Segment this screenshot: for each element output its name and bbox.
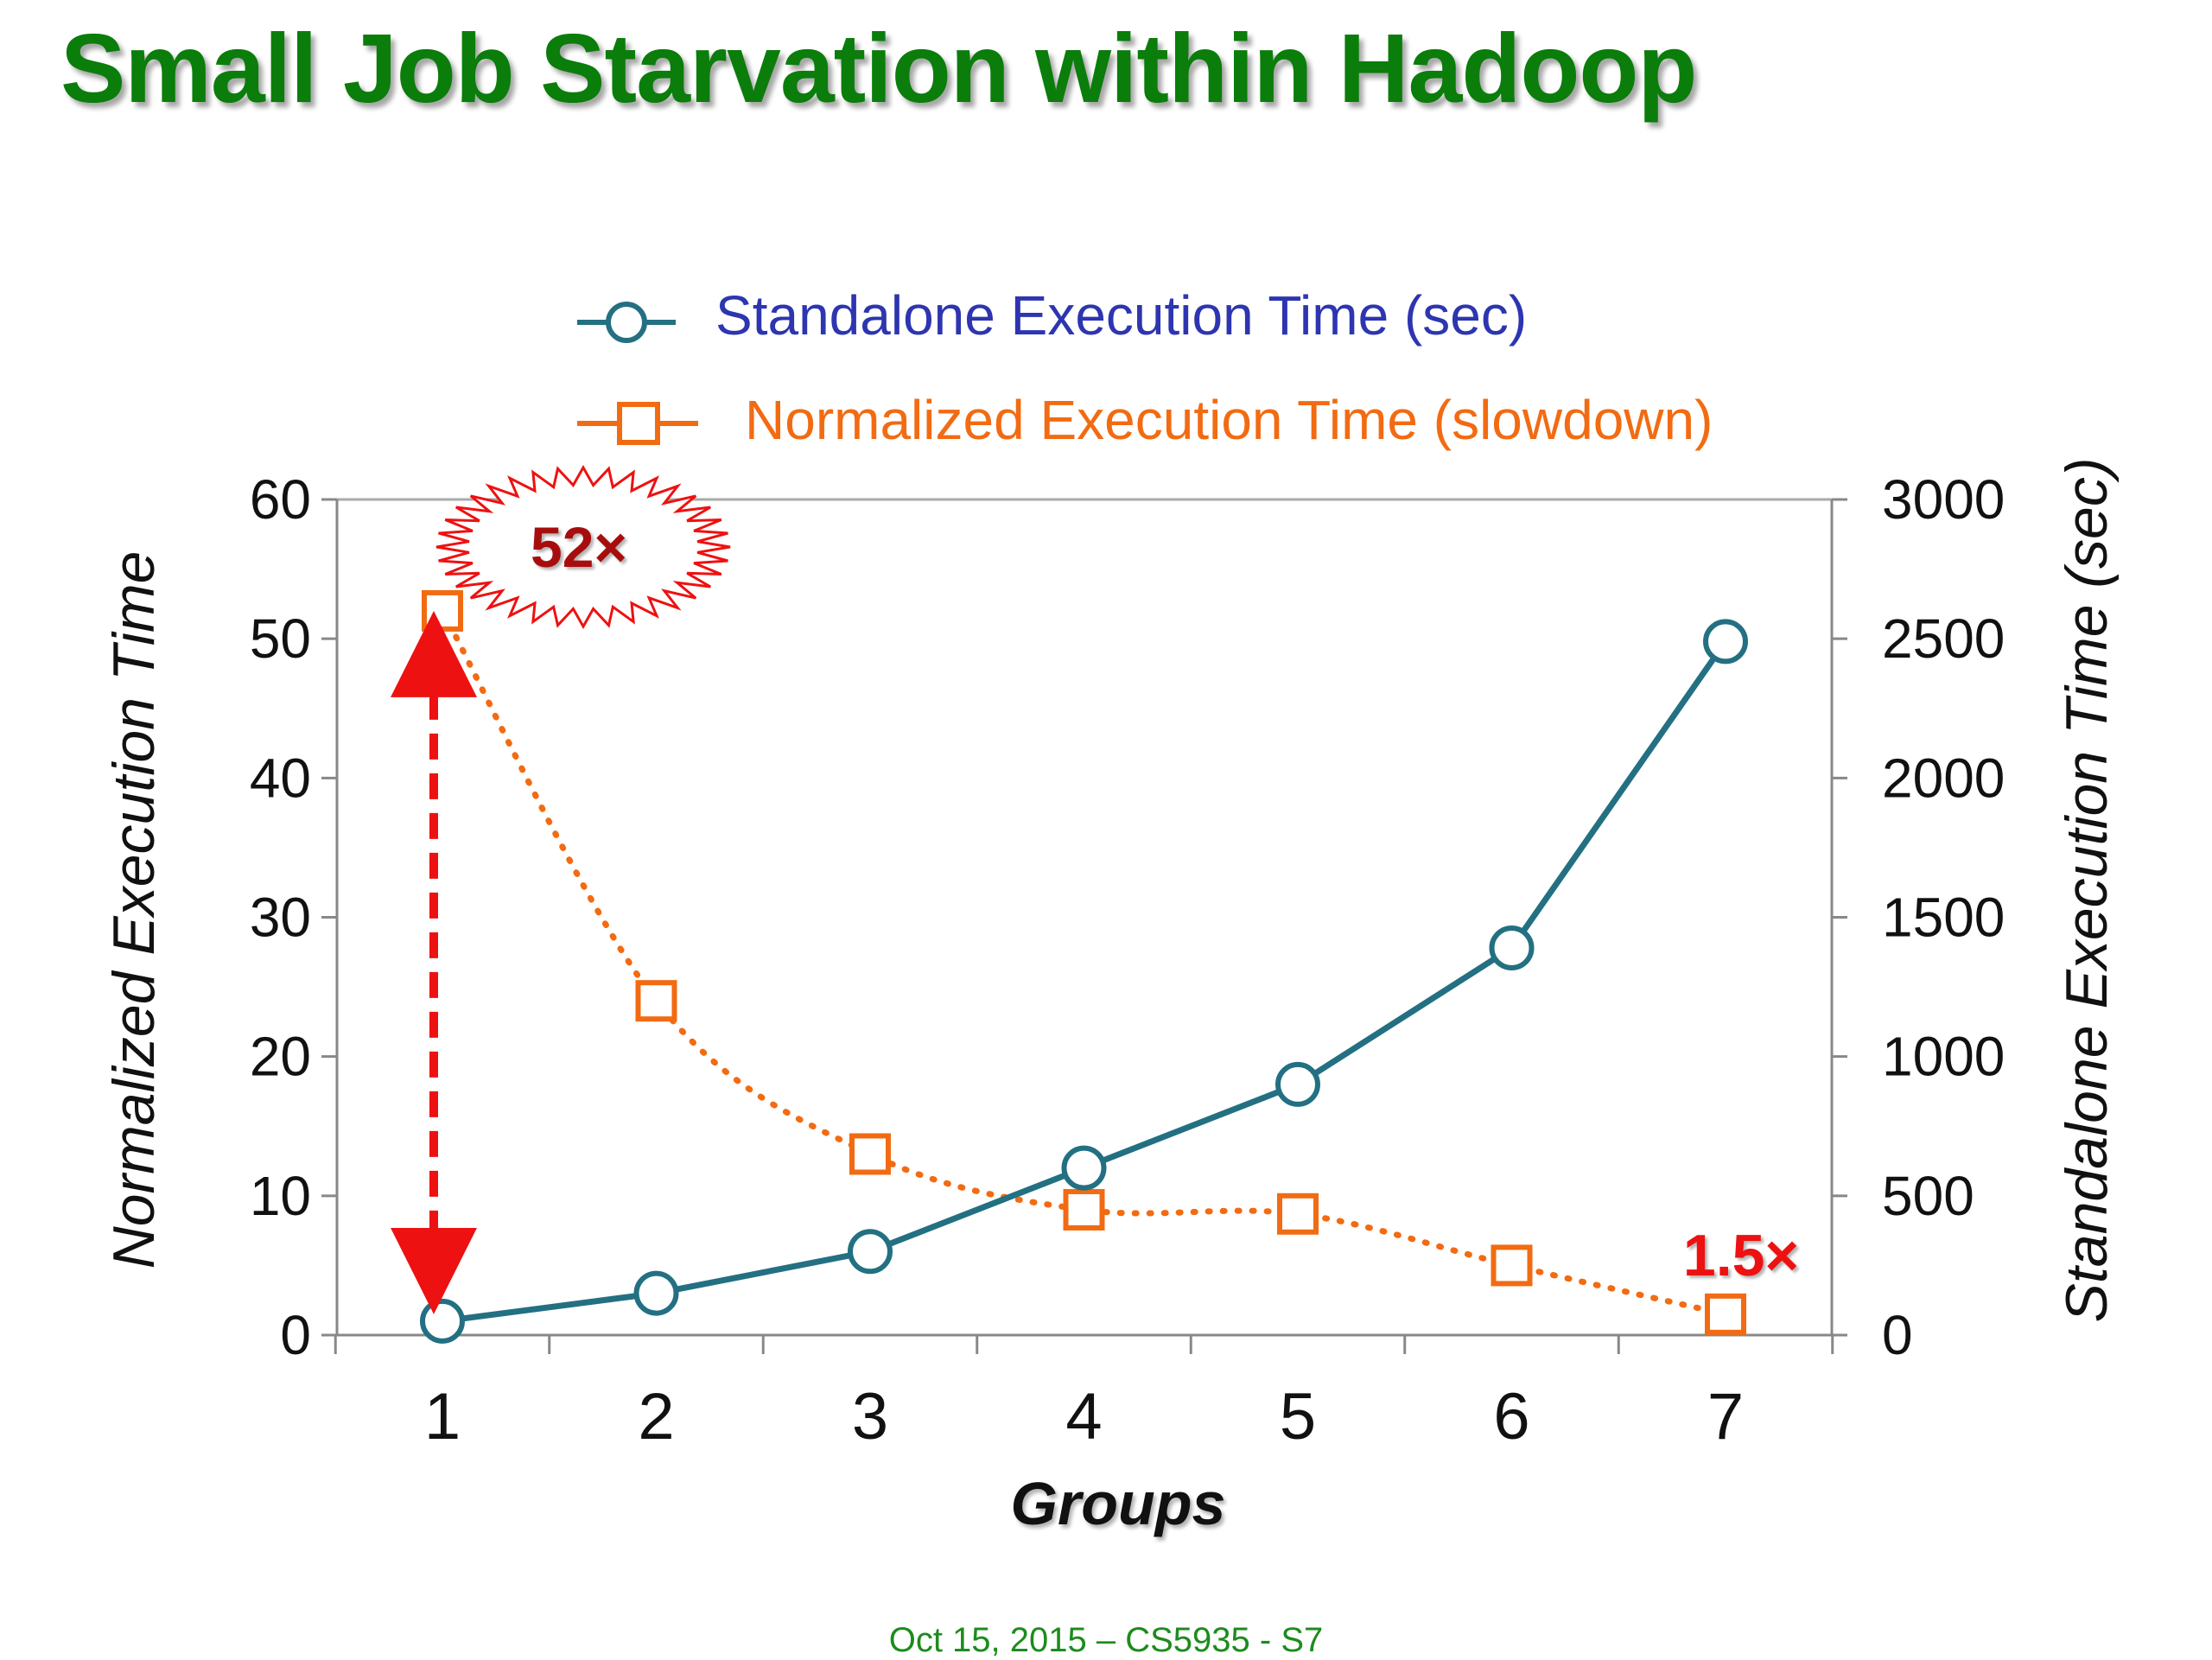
y-right-tick-label: 2000 bbox=[1882, 747, 2005, 809]
y-right-tick-label: 2500 bbox=[1882, 607, 2005, 670]
y-right-tick-label: 1000 bbox=[1882, 1026, 2005, 1088]
legend-standalone-label: Standalone Execution Time (sec) bbox=[715, 284, 1527, 347]
standalone-point bbox=[1703, 619, 1748, 665]
standalone-point bbox=[1489, 925, 1535, 970]
y-left-tick-label: 50 bbox=[250, 607, 311, 670]
series-standalone bbox=[420, 619, 1748, 1344]
legend: Standalone Execution Time (sec) Normaliz… bbox=[577, 284, 1713, 451]
y-right-tick-label: 0 bbox=[1882, 1304, 1913, 1366]
normalized-point bbox=[1277, 1193, 1319, 1235]
standalone-point bbox=[1275, 1061, 1320, 1107]
x-tick-label: 5 bbox=[1280, 1380, 1316, 1453]
x-tick-label: 2 bbox=[638, 1380, 674, 1453]
normalized-point bbox=[1491, 1244, 1533, 1287]
y-left-tick-label: 20 bbox=[250, 1026, 311, 1088]
y-axis-right-title: Standalone Execution Time (sec) bbox=[2054, 457, 2120, 1322]
legend-normalized-label: Normalized Execution Time (slowdown) bbox=[745, 389, 1713, 451]
y-right-tick-label: 1500 bbox=[1882, 887, 2005, 949]
normalized-point bbox=[635, 980, 677, 1022]
standalone-point bbox=[848, 1229, 893, 1275]
legend-item-normalized: Normalized Execution Time (slowdown) bbox=[577, 389, 1713, 451]
starburst-shape bbox=[435, 464, 731, 630]
normalized-series-line bbox=[439, 607, 1729, 1318]
x-tick-label: 7 bbox=[1707, 1380, 1744, 1453]
ticks-layer: 0 10 20 30 40 50 60 0 500 1000 1500 2000 2500 3000 1 2 3… bbox=[250, 468, 2005, 1453]
y-left-tick-label: 10 bbox=[250, 1165, 311, 1227]
series-normalized bbox=[422, 589, 1746, 1335]
standalone-point bbox=[633, 1270, 679, 1316]
slide-title: Small Job Starvation within Hadoop bbox=[60, 14, 1697, 123]
y-left-tick-label: 30 bbox=[250, 887, 311, 949]
y-left-tick-label: 60 bbox=[250, 468, 311, 531]
annotation-52x: 52× bbox=[531, 515, 627, 579]
normalized-point bbox=[1705, 1293, 1746, 1335]
y-axis-left-title: Normalized Execution Time bbox=[101, 551, 167, 1269]
y-right-tick-label: 500 bbox=[1882, 1165, 1974, 1227]
standalone-point bbox=[420, 1298, 465, 1344]
annotation-1-5x: 1.5× bbox=[1683, 1223, 1799, 1288]
legend-item-standalone: Standalone Execution Time (sec) bbox=[577, 284, 1527, 347]
y-right-tick-label: 3000 bbox=[1882, 468, 2005, 531]
y-left-tick-label: 40 bbox=[250, 747, 311, 809]
legend-normalized-marker bbox=[617, 402, 660, 445]
standalone-point bbox=[1061, 1145, 1107, 1191]
starburst-annotation: 52× bbox=[435, 464, 731, 630]
x-tick-label: 4 bbox=[1065, 1380, 1102, 1453]
footer: Oct 15, 2015 – CS5935 - S7 bbox=[888, 1621, 1324, 1659]
normalized-point bbox=[422, 589, 463, 632]
x-tick-label: 3 bbox=[852, 1380, 888, 1453]
normalized-point bbox=[1063, 1188, 1105, 1231]
x-axis-title: Groups bbox=[1011, 1470, 1226, 1537]
normalized-point bbox=[849, 1133, 891, 1175]
legend-standalone-marker bbox=[606, 302, 647, 343]
x-tick-label: 6 bbox=[1493, 1380, 1529, 1453]
x-tick-label: 1 bbox=[424, 1380, 461, 1453]
y-left-tick-label: 0 bbox=[280, 1304, 311, 1366]
